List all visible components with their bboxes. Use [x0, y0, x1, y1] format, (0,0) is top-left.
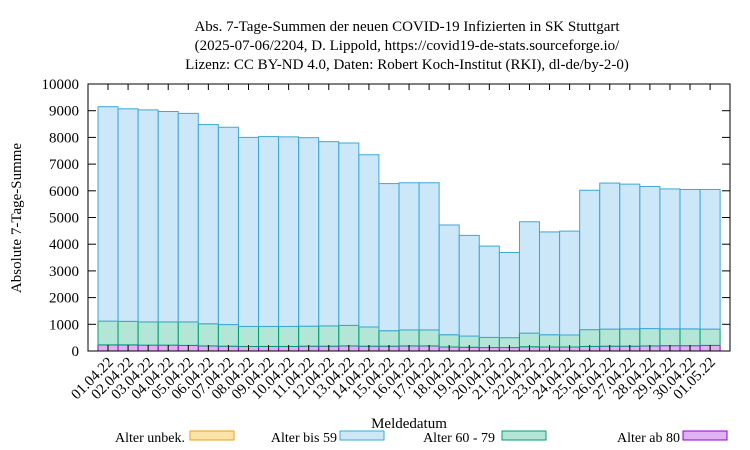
bar-12.04.22-series-2: [318, 325, 340, 347]
bar-01.05.22-series-3: [699, 188, 721, 330]
y-tick-label: 8000: [49, 130, 79, 146]
bar-25.04.22-series-2: [579, 329, 601, 347]
bar-05.04.22-series-2: [177, 321, 199, 346]
bar-13.04.22-series-2: [338, 324, 360, 347]
bar-14.04.22-series-3: [358, 154, 380, 328]
legend-label: Alter 60 - 79: [423, 431, 495, 446]
title-line-1: Abs. 7-Tage-Summen der neuen COVID-19 In…: [194, 19, 620, 35]
bar-02.04.22-series-2: [117, 320, 139, 346]
bar-11.04.22-series-2: [298, 325, 320, 347]
bar-15.04.22-series-2: [378, 330, 400, 347]
chart-title: Abs. 7-Tage-Summen der neuen COVID-19 In…: [185, 19, 629, 73]
bar-30.04.22-series-3: [679, 188, 701, 330]
legend-swatch: [339, 430, 385, 441]
y-tick-label: 0: [72, 344, 80, 360]
bar-06.04.22-series-2: [197, 323, 219, 347]
bar-19.04.22-series-3: [458, 234, 480, 337]
bar-07.04.22-series-2: [217, 324, 239, 347]
bar-27.04.22-series-2: [619, 328, 641, 347]
bar-09.04.22-series-2: [258, 325, 280, 347]
y-tick-label: 3000: [49, 264, 79, 280]
legend-label: Alter ab 80: [617, 431, 680, 446]
y-tick-label: 9000: [49, 104, 79, 120]
bar-25.04.22-series-3: [579, 189, 601, 331]
bar-18.04.22-series-3: [438, 224, 460, 336]
bar-01.04.22-series-2: [97, 320, 119, 346]
y-tick-label: 6000: [49, 184, 79, 200]
bar-17.04.22-series-2: [418, 329, 440, 347]
legend-swatch: [682, 430, 728, 441]
bar-22.04.22-series-2: [518, 332, 540, 348]
y-axis-label: Absolute 7-Tage-Summe: [9, 143, 25, 294]
bar-04.04.22-series-3: [157, 111, 179, 323]
legend-label: Alter bis 59: [271, 431, 337, 446]
y-tick-label: 5000: [49, 211, 79, 227]
bar-13.04.22-series-3: [338, 142, 360, 326]
y-tick-label: 4000: [49, 237, 79, 253]
legend-label: Alter unbek.: [115, 431, 185, 446]
bar-24.04.22-series-3: [559, 230, 581, 336]
legend-item: Alter ab 80: [617, 430, 728, 446]
bar-26.04.22-series-3: [599, 182, 621, 330]
y-tick-label: 7000: [49, 157, 79, 173]
bar-27.04.22-series-3: [619, 183, 641, 330]
legend-swatch: [189, 430, 235, 441]
bar-30.04.22-series-2: [679, 328, 701, 347]
legend-item: Alter bis 59: [271, 430, 385, 446]
bar-16.04.22-series-3: [398, 182, 420, 331]
bar-01.04.22-series-3: [97, 106, 119, 322]
bar-28.04.22-series-3: [639, 186, 661, 330]
title-line-3: Lizenz: CC BY-ND 4.0, Daten: Robert Koch…: [185, 57, 629, 73]
bar-17.04.22-series-3: [418, 182, 440, 331]
plot-frame: [87, 83, 731, 352]
bar-11.04.22-series-3: [298, 137, 320, 327]
legend-item: Alter unbek.: [115, 430, 235, 446]
bar-10.04.22-series-3: [278, 136, 300, 327]
bar-06.04.22-series-3: [197, 124, 219, 325]
bar-05.04.22-series-3: [177, 112, 199, 323]
bar-14.04.22-series-2: [358, 326, 380, 347]
bar-01.05.22-series-2: [699, 328, 721, 346]
y-axis: 0 1000 2000 3000 4000 5000 6000 7000 8000 9000 100…: [42, 77, 730, 360]
bar-28.04.22-series-2: [639, 328, 661, 347]
legend-item: Alter 60 - 79: [423, 430, 547, 446]
y-tick-label: 2000: [49, 291, 79, 307]
bar-16.04.22-series-2: [398, 329, 420, 347]
bar-09.04.22-series-3: [258, 136, 280, 327]
bar-20.04.22-series-3: [478, 245, 500, 338]
legend: Alter unbek. Alter bis 59 Alter 60 - 79 Alt…: [115, 430, 728, 446]
bar-29.04.22-series-3: [659, 188, 681, 330]
bar-03.04.22-series-3: [137, 109, 159, 323]
bar-29.04.22-series-2: [659, 328, 681, 347]
bar-21.04.22-series-3: [498, 251, 520, 339]
legend-swatch: [501, 430, 547, 441]
bar-12.04.22-series-3: [318, 141, 340, 327]
bar-23.04.22-series-3: [539, 231, 561, 336]
bar-08.04.22-series-2: [237, 325, 259, 347]
bar-07.04.22-series-3: [217, 126, 239, 326]
bar-10.04.22-series-2: [278, 325, 300, 347]
bar-26.04.22-series-2: [599, 328, 621, 347]
y-tick-label: 1000: [49, 317, 79, 333]
bar-08.04.22-series-3: [237, 136, 259, 327]
bar-04.04.22-series-2: [157, 321, 179, 346]
bar-03.04.22-series-2: [137, 321, 159, 346]
x-axis-label: Meldedatum: [371, 416, 447, 432]
bars: [97, 106, 721, 352]
bar-02.04.22-series-3: [117, 108, 139, 322]
bar-15.04.22-series-3: [378, 183, 400, 332]
y-tick-label: 10000: [42, 77, 80, 93]
bar-22.04.22-series-3: [518, 221, 540, 334]
title-line-2: (2025-07-06/2204, D. Lippold, https://co…: [195, 38, 620, 54]
